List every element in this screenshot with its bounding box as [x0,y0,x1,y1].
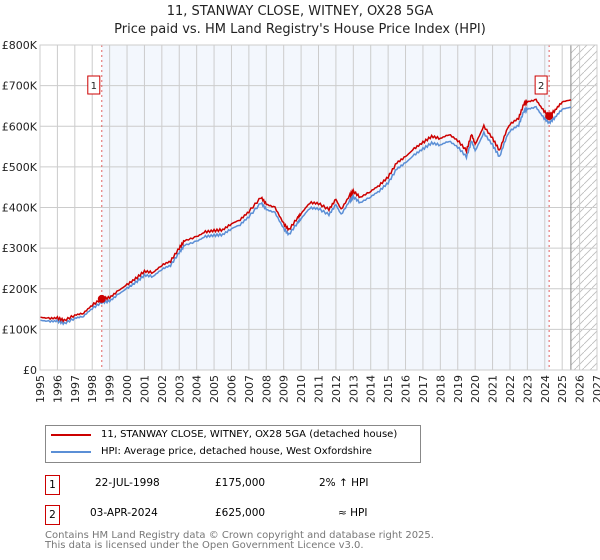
x-tick-label: 1995 [34,375,47,403]
x-tick-label: 1996 [51,375,64,403]
x-tick-label: 2004 [191,375,204,403]
y-tick-label: £500K [2,161,38,174]
sale-point [545,112,554,121]
legend-label-property: 11, STANWAY CLOSE, WITNEY, OX28 5GA (det… [101,429,398,440]
sale-point [97,294,106,303]
x-tick-label: 2017 [417,375,430,403]
x-tick-label: 2005 [208,375,221,403]
x-tick-label: 2026 [574,375,587,403]
x-tick-label: 2019 [452,375,465,403]
x-tick-label: 2011 [313,375,326,403]
sale-hpi-delta: ≈ HPI [338,507,368,519]
x-tick-label: 2012 [330,375,343,403]
x-tick-label: 2001 [138,375,151,403]
sale-marker-1: 1 [45,475,60,495]
hpi-line [39,105,572,326]
plot-frame [39,44,598,371]
x-tick-label: 2014 [365,375,378,403]
x-tick-label: 2000 [121,375,134,403]
chart-subtitle: Price paid vs. HM Land Registry's House … [114,22,486,37]
sale-date: 22-JUL-1998 [95,477,160,489]
x-tick-label: 2018 [434,375,447,403]
sale-label-box [87,75,101,95]
x-tick-label: 2013 [347,375,360,403]
y-tick-label: £700K [2,80,38,93]
x-tick-label: 1998 [86,375,99,403]
x-tick-label: 2008 [260,375,273,403]
sale-label-box [534,75,548,95]
x-tick-label: 2009 [278,375,291,403]
sale-price: £625,000 [215,507,266,519]
legend-label-hpi: HPI: Average price, detached house, West… [101,446,372,457]
sale-marker-2: 2 [45,505,60,525]
x-tick-label: 2002 [156,375,169,403]
x-tick-label: 2024 [539,375,552,403]
y-tick-label: £800K [2,39,38,52]
x-tick-label: 2003 [173,375,186,403]
sale-row-1: 1 22-JUL-1998 £175,000 2% ↑ HPI [45,475,445,495]
legend: 11, STANWAY CLOSE, WITNEY, OX28 5GA (det… [45,425,421,463]
property-price-line [39,98,572,323]
x-tick-label: 1999 [104,375,117,403]
y-tick-label: £400K [2,202,38,215]
x-tick-label: 2016 [400,375,413,403]
legend-line-hpi [51,450,91,453]
x-tick-label: 2015 [382,375,395,403]
sale-row-2: 2 03-APR-2024 £625,000 ≈ HPI [45,505,445,525]
x-tick-label: 2010 [295,375,308,403]
x-tick-label: 2025 [556,375,569,403]
x-tick-label: 2007 [243,375,256,403]
footer-line-2: This data is licensed under the Open Gov… [45,540,364,551]
legend-line-property [51,433,91,436]
sale-label: 2 [538,81,544,92]
x-tick-label: 2006 [225,375,238,403]
x-tick-label: 2020 [469,375,482,403]
sale-price: £175,000 [215,477,266,489]
x-tick-label: 2023 [521,375,534,403]
sale-hpi-delta: 2% ↑ HPI [319,477,369,489]
chart-title: 11, STANWAY CLOSE, WITNEY, OX28 5GA [166,4,434,19]
y-tick-label: £600K [2,120,38,133]
x-tick-label: 2027 [591,375,600,403]
x-tick-label: 2021 [487,375,500,403]
y-tick-label: £0 [23,364,37,377]
y-tick-label: £200K [2,283,38,296]
y-tick-label: £300K [2,242,38,255]
x-tick-label: 1997 [69,375,82,403]
x-tick-label: 2022 [504,375,517,403]
y-tick-label: £100K [2,323,38,336]
footer: Contains HM Land Registry data © Crown c… [45,531,434,551]
sale-date: 03-APR-2024 [90,507,158,519]
footer-line-1: Contains HM Land Registry data © Crown c… [45,530,434,541]
plot-area: 1995 1996 1997 1998 1999 2000 2001 2002 2003 2004… [2,39,600,403]
sale-label: 1 [91,81,97,92]
